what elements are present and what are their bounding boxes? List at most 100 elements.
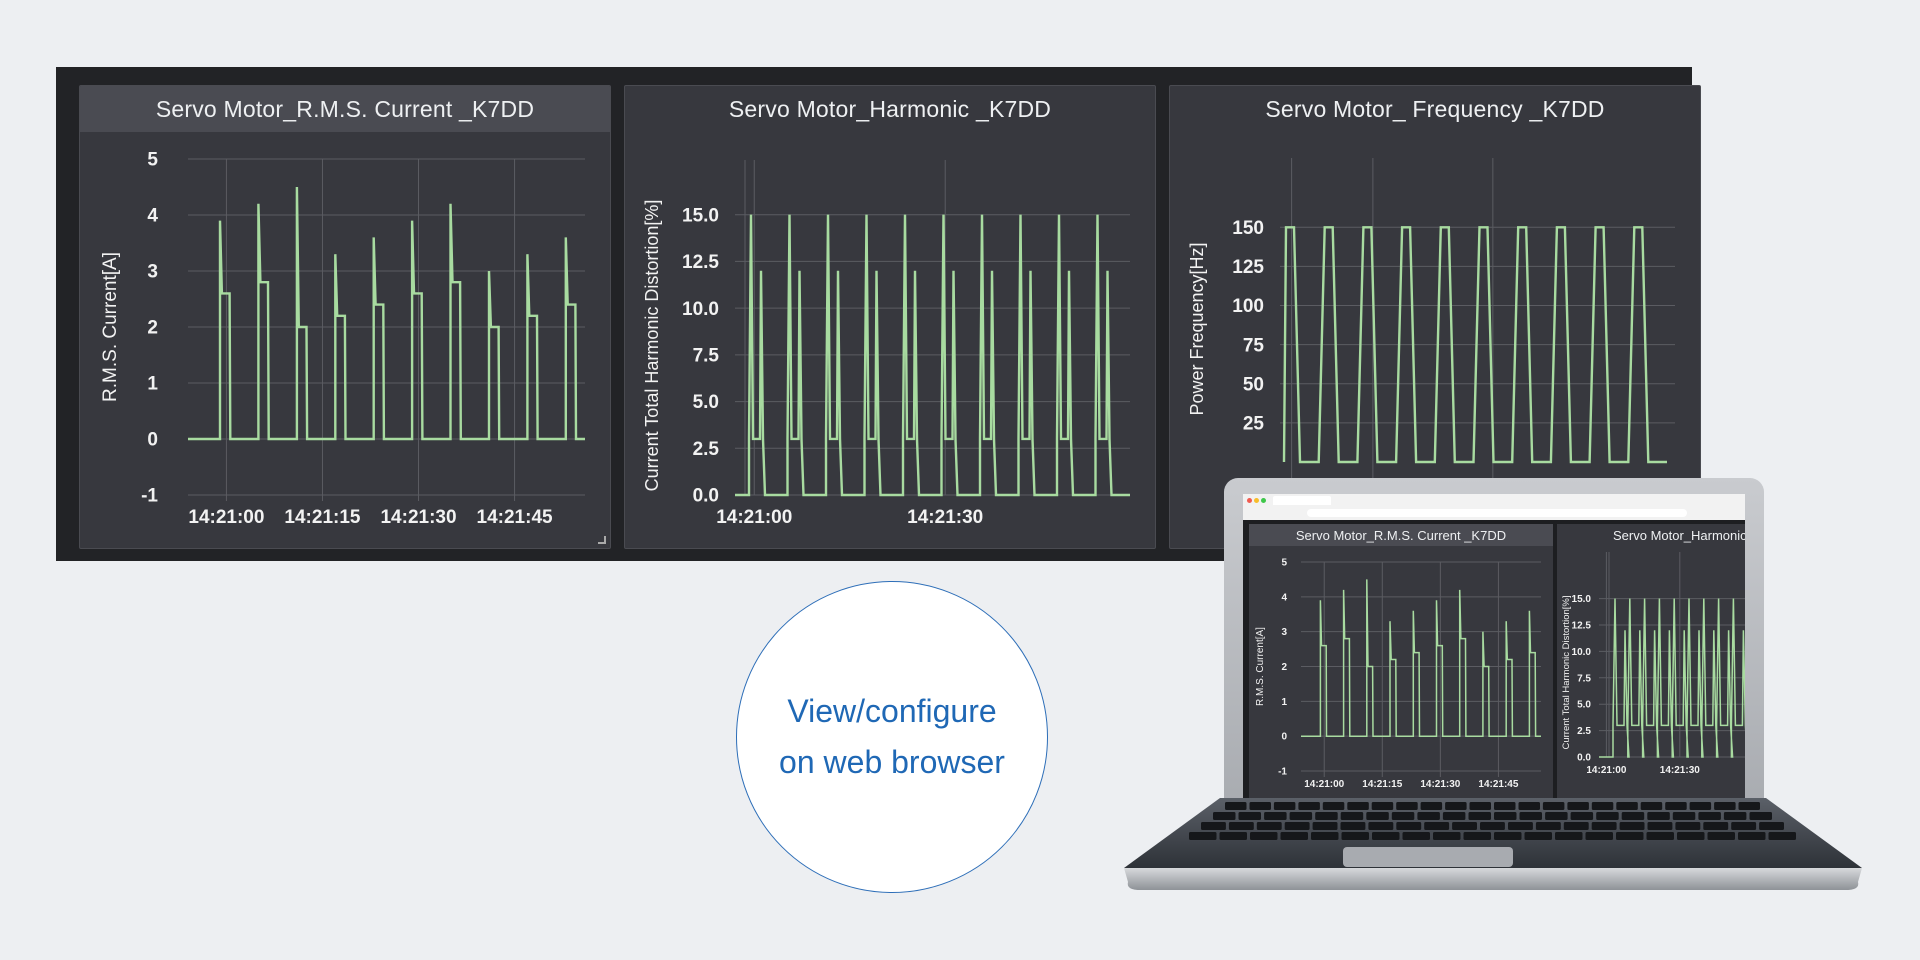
keyboard-key [1424,822,1450,830]
y-tick-label: 5.0 [1577,700,1591,711]
laptop-keyboard-base [1124,798,1862,890]
laptop-screen: Servo Motor_R.M.S. Current _K7DD 5 4 3 2 1 0 -… [1243,494,1745,804]
y-axis-label: Power Frequency[Hz] [1187,242,1207,415]
keyboard-key [1646,832,1674,840]
mini-harmonic-chart: 15.0 12.5 10.0 7.5 5.0 2.5 0.0 Current Total Ha… [1561,552,1745,776]
keyboard-key [1189,832,1217,840]
keyboard-key [1445,802,1467,810]
x-tick-label: 14:21:00 [716,507,792,528]
keyboard-key [1689,802,1712,810]
callout-line-1: View/configure [787,693,997,729]
keyboard-key [1570,812,1594,820]
panel-title: Servo Motor_R.M.S. Current _K7DD [80,86,610,132]
keyboard-key [1264,812,1287,820]
keyboard-key [1213,812,1236,820]
y-axis-label: Current Total Harmonic Distortion[%] [1561,596,1572,750]
keyboard-key [1366,812,1389,820]
keyboard-key [1616,832,1644,840]
keyboard-key [1298,802,1320,810]
rms-current-panel[interactable]: Servo Motor_R.M.S. Current _K7DD 5 4 3 2 1 0 -… [79,85,611,549]
keyboard-key [1391,812,1415,820]
browser-toolbar [1243,494,1745,520]
x-tick-label: 14:21:30 [907,507,983,528]
keyboard-key [1723,812,1747,820]
y-tick-label: 15.0 [682,205,719,226]
y-tick-label: 100 [1232,296,1264,317]
keyboard-key [1201,822,1226,830]
y-tick-label: 3 [147,262,158,283]
y-tick-label: 1 [147,374,158,395]
keyboard-key [1518,802,1540,810]
x-tick-label: 14:21:15 [284,507,360,528]
keyboard-key [1273,802,1296,810]
y-tick-label: 7.5 [693,345,720,366]
keyboard-key [1494,812,1517,820]
frequency-chart: 150 125 100 75 50 25 Power Frequency[Hz] [1187,158,1675,502]
x-tick-label: 14:21:00 [1586,765,1626,776]
series-line-rms-current [1301,579,1541,737]
keyboard-key [1567,802,1589,810]
keyboard-key [1280,832,1308,840]
y-tick-label: 2.5 [693,439,720,460]
keyboard-key [1703,822,1729,830]
keyboard-key [1619,822,1645,830]
keyboard-key [1312,822,1338,830]
keyboard-key [1219,832,1247,840]
y-tick-label: 0.0 [693,486,719,507]
keyboard-key [1480,822,1505,830]
x-tick-label: 14:21:00 [188,507,264,528]
keyboard-key [1563,822,1589,830]
keyboard-key [1616,802,1638,810]
keyboard-key [1545,812,1568,820]
keyboard-key [1322,802,1345,810]
keyboard-key [1341,832,1369,840]
keyboard-key [1647,812,1670,820]
keyboard-key [1738,802,1760,810]
keyboard-key [1596,812,1619,820]
keyboard-key [1372,832,1400,840]
keyboard-key [1463,832,1491,840]
keyboard-key [1677,832,1705,840]
y-tick-label: 7.5 [1577,673,1591,684]
harmonic-chart: 15.0 12.5 10.0 7.5 5.0 2.5 0.0 Current Total Ha… [642,160,1130,528]
y-tick-label: 2.5 [1577,726,1591,737]
keyboard-key [1417,812,1440,820]
y-tick-label: 125 [1232,257,1264,278]
keyboard-key [1749,812,1772,820]
series-line-rms-current [188,186,585,441]
x-tick-label: 14:21:30 [1660,765,1700,776]
harmonic-panel[interactable]: Servo Motor_Harmonic _K7DD 15.0 12.5 10.0 7… [624,85,1156,549]
keyboard-key [1452,822,1477,830]
series-line-thd [735,214,1130,497]
y-axis-label: R.M.S. Current[A] [1255,627,1266,706]
resize-handle-icon[interactable] [598,536,606,544]
y-tick-label: 10.0 [682,299,719,320]
mini-panel-title: Servo Motor_Harmonic _K7DD [1613,527,1745,543]
y-tick-label: 5 [147,150,158,171]
keyboard-key [1494,832,1522,840]
browser-tab[interactable] [1273,496,1331,505]
frequency-panel[interactable]: Servo Motor_ Frequency _K7DD 150 125 100 75… [1169,85,1701,549]
keyboard-key [1433,832,1461,840]
y-tick-label: 75 [1243,335,1265,356]
keyboard-key [1591,802,1614,810]
x-tick-label: 14:21:15 [1362,779,1402,790]
y-tick-label: 4 [147,206,158,227]
keyboard-key [1402,832,1430,840]
keyboard-key [1368,822,1394,830]
x-tick-label: 14:21:45 [1478,779,1518,790]
callout-line-2: on web browser [779,744,1005,780]
keyboard-key [1468,812,1491,820]
y-tick-label: 50 [1243,374,1264,395]
keyboard-key [1396,822,1422,830]
keyboard-key [1494,802,1516,810]
y-tick-label: 3 [1281,627,1287,638]
address-bar[interactable] [1307,509,1687,517]
keyboard-key [1442,812,1466,820]
keyboard-key [1396,802,1418,810]
y-tick-label: 0 [147,430,158,451]
keyboard-key [1591,822,1617,830]
keyboard-key [1340,822,1366,830]
x-tick-label: 14:21:30 [380,507,456,528]
keyboard-key [1738,832,1766,840]
